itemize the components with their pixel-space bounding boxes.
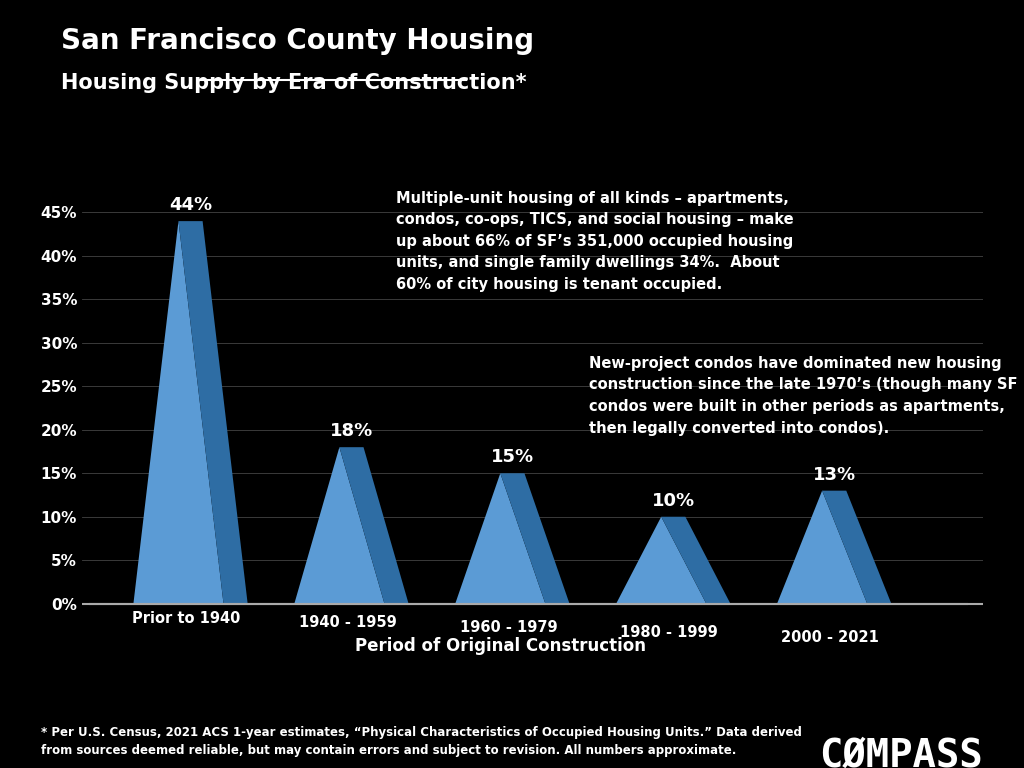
Polygon shape <box>339 447 409 604</box>
Text: * Per U.S. Census, 2021 ACS 1-year estimates, “Physical Characteristics of Occup: * Per U.S. Census, 2021 ACS 1-year estim… <box>41 726 802 756</box>
Polygon shape <box>456 473 546 604</box>
Text: CØMPASS: CØMPASS <box>819 737 983 768</box>
Text: San Francisco County Housing: San Francisco County Housing <box>61 27 535 55</box>
Text: 44%: 44% <box>169 196 212 214</box>
Polygon shape <box>822 491 891 604</box>
Text: Multiple-unit housing of all kinds – apartments,
condos, co-ops, TICS, and socia: Multiple-unit housing of all kinds – apa… <box>395 190 794 292</box>
Text: Period of Original Construction: Period of Original Construction <box>354 637 646 655</box>
Polygon shape <box>777 491 867 604</box>
Polygon shape <box>501 473 569 604</box>
Text: 10%: 10% <box>651 492 695 510</box>
Polygon shape <box>133 221 223 604</box>
Text: 2000 - 2021: 2000 - 2021 <box>781 630 880 645</box>
Text: 1980 - 1999: 1980 - 1999 <box>621 625 718 640</box>
Text: 1960 - 1979: 1960 - 1979 <box>460 621 557 635</box>
Text: New-project condos have dominated new housing
construction since the late 1970’s: New-project condos have dominated new ho… <box>589 356 1017 435</box>
Polygon shape <box>178 221 248 604</box>
Text: Housing Supply by Era of Construction*: Housing Supply by Era of Construction* <box>61 73 527 93</box>
Text: 15%: 15% <box>490 449 534 466</box>
Polygon shape <box>662 517 730 604</box>
Text: 1940 - 1959: 1940 - 1959 <box>299 615 396 631</box>
Polygon shape <box>616 517 707 604</box>
Text: Prior to 1940: Prior to 1940 <box>132 611 241 626</box>
Polygon shape <box>294 447 384 604</box>
Text: 18%: 18% <box>330 422 373 440</box>
Text: 13%: 13% <box>813 465 856 484</box>
